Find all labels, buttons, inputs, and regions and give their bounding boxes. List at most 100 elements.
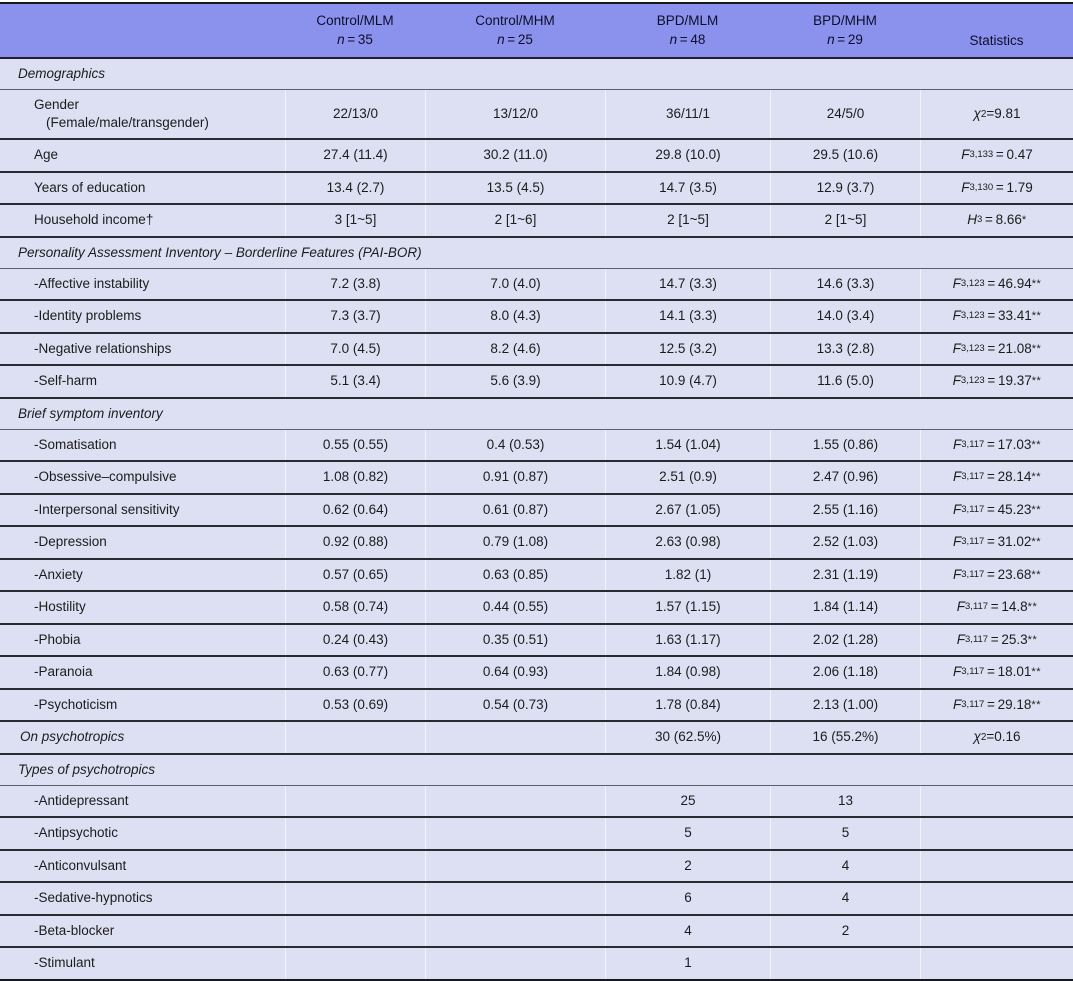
row-label: -Antidepressant	[34, 792, 129, 808]
cell-value	[285, 722, 425, 753]
table-row: -Hostility 0.58 (0.74) 0.44 (0.55) 1.57 (1.…	[0, 592, 1073, 625]
row-label: Years of education	[34, 179, 146, 195]
cell-value: 13.4 (2.7)	[285, 172, 425, 203]
column-header-statistics: Statistics	[920, 4, 1073, 57]
cell-statistic: F 3,117 = 25.3 **	[920, 624, 1073, 655]
cell-value: 0.54 (0.73)	[425, 689, 605, 720]
cell-value: 30 (62.5%)	[605, 722, 770, 753]
cell-value: 2.06 (1.18)	[770, 657, 920, 688]
group-n: n = 25	[497, 31, 533, 47]
section-row: Personality Assessment Inventory – Borde…	[0, 237, 1073, 269]
table-row: On psychotropics 30 (62.5%) 16 (55.2%) χ 2 =0…	[0, 722, 1073, 755]
cell-value: 3 [1~5]	[285, 205, 425, 236]
cell-value: 0.24 (0.43)	[285, 624, 425, 655]
group-n: n = 29	[827, 31, 863, 47]
section-row: Brief symptom inventory	[0, 398, 1073, 430]
column-header-group-0: Control/MLM n = 35	[285, 4, 425, 57]
cell-statistic: F 3,123 = 46.94 **	[920, 268, 1073, 299]
table-row: -Obsessive–compulsive 1.08 (0.82) 0.91 (0.…	[0, 462, 1073, 495]
cell-value	[770, 948, 920, 979]
table-header-row: Control/MLM n = 35 Control/MHM n = 25 BPD/ML…	[0, 4, 1073, 59]
row-label: -Interpersonal sensitivity	[34, 501, 180, 517]
cell-value: 4	[605, 915, 770, 946]
cell-value	[285, 818, 425, 849]
header-empty-cell	[0, 4, 285, 57]
cell-value: 13	[770, 785, 920, 816]
cell-statistic	[920, 850, 1073, 881]
cell-value: 2 [1~5]	[770, 205, 920, 236]
cell-value: 1.82 (1)	[605, 559, 770, 590]
table-row: -Interpersonal sensitivity 0.62 (0.64) 0.6…	[0, 494, 1073, 527]
cell-value: 1.08 (0.82)	[285, 462, 425, 493]
cell-value: 24/5/0	[770, 90, 920, 138]
row-label: -Psychoticism	[34, 696, 118, 712]
cell-value: 2	[605, 850, 770, 881]
cell-value: 0.53 (0.69)	[285, 689, 425, 720]
cell-value	[425, 948, 605, 979]
table-row: -Phobia 0.24 (0.43) 0.35 (0.51) 1.63 (1.17)…	[0, 624, 1073, 657]
row-label: -Anxiety	[34, 566, 83, 582]
row-label: -Depression	[34, 534, 107, 550]
section-label: Brief symptom inventory	[18, 405, 163, 421]
cell-value: 2 [1~5]	[605, 205, 770, 236]
cell-value: 0.91 (0.87)	[425, 462, 605, 493]
cell-value: 29.8 (10.0)	[605, 140, 770, 171]
cell-value: 1.54 (1.04)	[605, 429, 770, 460]
cell-value	[425, 722, 605, 753]
row-label: -Sedative-hypnotics	[34, 890, 153, 906]
cell-value: 0.61 (0.87)	[425, 494, 605, 525]
cell-value: 13.3 (2.8)	[770, 333, 920, 364]
cell-value: 2.47 (0.96)	[770, 462, 920, 493]
cell-value: 4	[770, 883, 920, 914]
row-label: -Stimulant	[34, 955, 95, 971]
cell-value: 0.92 (0.88)	[285, 527, 425, 558]
cell-value	[285, 915, 425, 946]
cell-value: 1.55 (0.86)	[770, 429, 920, 460]
cell-value: 0.63 (0.77)	[285, 657, 425, 688]
cell-value	[425, 850, 605, 881]
cell-value: 13/12/0	[425, 90, 605, 138]
group-n: n = 35	[337, 31, 373, 47]
cell-statistic: F 3,117 = 29.18 **	[920, 689, 1073, 720]
group-name: Control/MLM	[316, 13, 394, 29]
cell-statistic	[920, 883, 1073, 914]
cell-value: 2.02 (1.28)	[770, 624, 920, 655]
table-row: -Antipsychotic 5 5	[0, 818, 1073, 851]
cell-value: 2.52 (1.03)	[770, 527, 920, 558]
cell-value: 0.58 (0.74)	[285, 592, 425, 623]
table-row: -Anxiety 0.57 (0.65) 0.63 (0.85) 1.82 (1) 2.…	[0, 559, 1073, 592]
cell-statistic: F 3,123 = 19.37 **	[920, 366, 1073, 397]
cell-value: 4	[770, 850, 920, 881]
cell-statistic: F 3,123 = 21.08 **	[920, 333, 1073, 364]
row-label: -Affective instability	[34, 275, 150, 291]
cell-value: 1.78 (0.84)	[605, 689, 770, 720]
table-row: -Psychoticism 0.53 (0.69) 0.54 (0.73) 1.78 …	[0, 689, 1073, 722]
cell-value: 1	[605, 948, 770, 979]
cell-value	[285, 785, 425, 816]
table-row: -Self-harm 5.1 (3.4) 5.6 (3.9) 10.9 (4.7) 11…	[0, 366, 1073, 399]
cell-value	[285, 948, 425, 979]
row-label: -Paranoia	[34, 664, 93, 680]
cell-value: 0.44 (0.55)	[425, 592, 605, 623]
cell-value: 2.67 (1.05)	[605, 494, 770, 525]
cell-statistic: F 3,117 = 31.02 **	[920, 527, 1073, 558]
table-row: -Identity problems 7.3 (3.7) 8.0 (4.3) 14.1…	[0, 301, 1073, 334]
row-label: -Phobia	[34, 631, 81, 647]
cell-value: 7.0 (4.0)	[425, 268, 605, 299]
cell-value: 1.84 (0.98)	[605, 657, 770, 688]
row-label-second-line: (Female/male/transgender)	[46, 115, 209, 130]
table-row: -Sedative-hypnotics 6 4	[0, 883, 1073, 916]
group-name: BPD/MHM	[813, 13, 877, 29]
cell-value: 14.1 (3.3)	[605, 301, 770, 332]
cell-value: 7.0 (4.5)	[285, 333, 425, 364]
row-label: -Obsessive–compulsive	[34, 469, 177, 485]
table-body: Demographics Gender (Female/male/transgend…	[0, 59, 1073, 979]
cell-statistic: F 3,133 = 0.47	[920, 140, 1073, 171]
cell-statistic	[920, 915, 1073, 946]
row-label: -Somatisation	[34, 436, 117, 452]
table-row: -Depression 0.92 (0.88) 0.79 (1.08) 2.63 (0…	[0, 527, 1073, 560]
section-row: Types of psychotropics	[0, 754, 1073, 786]
column-header-group-2: BPD/MLM n = 48	[605, 4, 770, 57]
table-row: Gender (Female/male/transgender) 22/13/0 13…	[0, 90, 1073, 140]
